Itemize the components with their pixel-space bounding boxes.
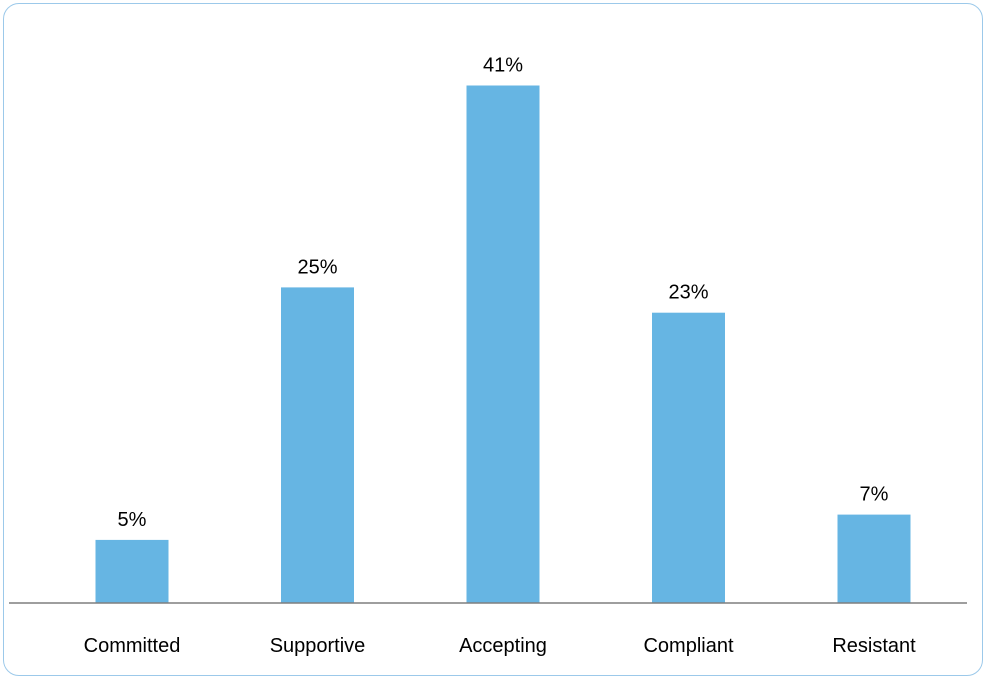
bar-compliant <box>652 312 725 603</box>
bar-supportive <box>281 287 354 603</box>
category-label-accepting: Accepting <box>459 635 547 657</box>
bar-chart: 5% 25% 41% 23% 7% Committed Supportive Accepti… <box>9 55 967 657</box>
category-label-committed: Committed <box>84 635 181 657</box>
category-label-supportive: Supportive <box>270 635 366 657</box>
bar-accepting <box>466 85 540 603</box>
value-label-accepting: 41% <box>483 55 523 77</box>
category-label-resistant: Resistant <box>832 635 916 657</box>
bar-committed <box>95 539 169 603</box>
value-label-compliant: 23% <box>668 282 708 304</box>
value-labels: 5% 25% 41% 23% 7% <box>118 55 889 531</box>
value-label-supportive: 25% <box>297 256 337 278</box>
bar-resistant <box>837 514 911 603</box>
value-label-committed: 5% <box>118 509 147 531</box>
category-labels: Committed Supportive Accepting Compliant Res… <box>84 635 916 657</box>
chart-frame: 5% 25% 41% 23% 7% Committed Supportive Accepti… <box>3 3 983 676</box>
value-label-resistant: 7% <box>860 484 889 506</box>
bars-layer <box>95 85 911 603</box>
category-label-compliant: Compliant <box>643 635 733 657</box>
